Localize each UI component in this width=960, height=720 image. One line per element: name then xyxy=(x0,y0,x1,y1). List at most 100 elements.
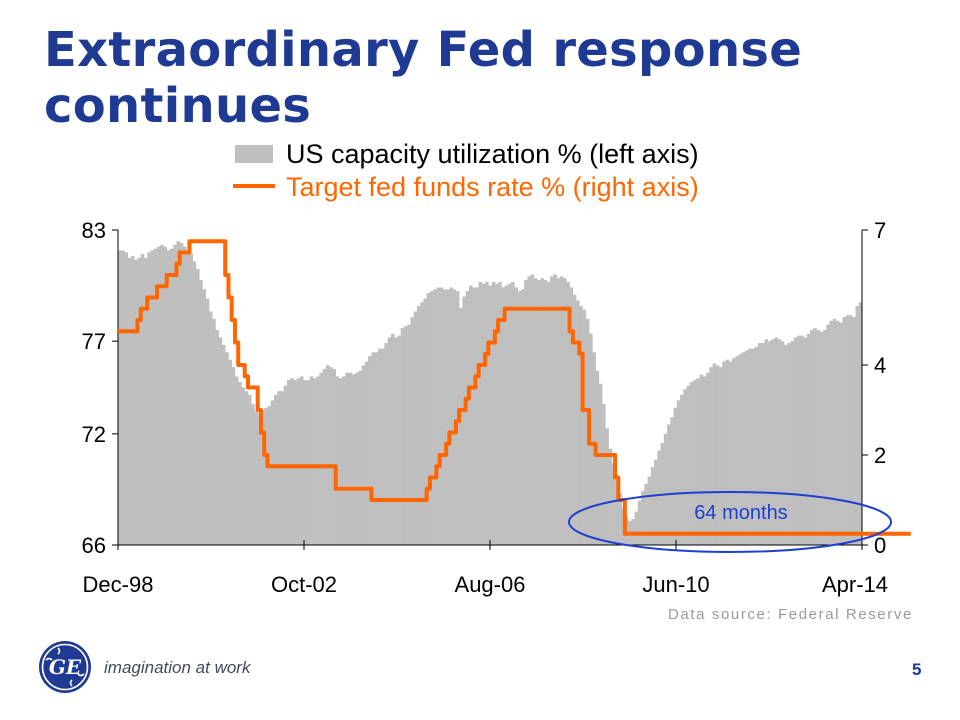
capacity-bar xyxy=(309,376,314,545)
capacity-bar xyxy=(296,378,301,545)
capacity-bar xyxy=(244,391,249,545)
capacity-bar xyxy=(494,283,499,545)
ge-monogram-logo-icon: GE xyxy=(39,641,91,693)
capacity-bar xyxy=(147,252,151,546)
capacity-bar xyxy=(819,331,824,545)
legend: US capacity utilization % (left axis)Tar… xyxy=(233,139,699,202)
capacity-bar xyxy=(826,324,830,545)
capacity-bar xyxy=(803,337,808,545)
x-axis-tick-label: Apr-14 xyxy=(822,572,888,597)
capacity-bar xyxy=(176,241,181,545)
capacity-bar xyxy=(787,343,791,545)
capacity-bar xyxy=(316,376,320,545)
capacity-bar xyxy=(254,411,258,545)
capacity-bar xyxy=(686,385,691,545)
capacity-bar xyxy=(212,318,216,545)
capacity-bar xyxy=(771,339,775,545)
page-number: 5 xyxy=(912,660,922,679)
capacity-bar xyxy=(810,330,814,545)
capacity-bar xyxy=(205,298,210,545)
capacity-bar xyxy=(657,450,661,545)
capacity-bar xyxy=(501,287,505,545)
capacity-bar xyxy=(644,483,648,545)
capacity-bar xyxy=(355,372,359,545)
capacity-bar xyxy=(377,348,382,545)
capacity-bar xyxy=(166,250,171,545)
capacity-bar xyxy=(351,374,356,545)
capacity-bar xyxy=(761,343,765,545)
capacity-bar xyxy=(449,287,453,545)
capacity-bar xyxy=(553,274,557,545)
capacity-bar xyxy=(131,255,135,545)
capacity-bar xyxy=(387,337,392,545)
capacity-bar xyxy=(137,257,142,545)
capacity-bar xyxy=(358,370,362,545)
capacity-bar xyxy=(446,289,450,545)
capacity-bar xyxy=(293,380,297,545)
capacity-bar xyxy=(602,404,606,545)
capacity-bar xyxy=(436,287,440,545)
capacity-bar xyxy=(689,381,694,545)
capacity-bar xyxy=(173,244,177,545)
capacity-bar xyxy=(273,394,278,545)
capacity-bar xyxy=(118,250,122,545)
svg-text:GE: GE xyxy=(49,655,82,679)
capacity-bar xyxy=(468,285,473,545)
capacity-bar xyxy=(228,359,233,545)
left-axis-tick-label: 66 xyxy=(82,533,106,558)
capacity-bar xyxy=(543,280,548,545)
capacity-bar xyxy=(566,281,570,545)
capacity-bar xyxy=(416,305,421,545)
capacity-bar xyxy=(325,365,330,545)
capacity-bar xyxy=(472,287,476,545)
capacity-bar xyxy=(832,318,837,545)
capacity-bar xyxy=(780,341,785,545)
capacity-bar xyxy=(845,315,850,545)
capacity-bar xyxy=(218,337,223,545)
capacity-bar xyxy=(234,376,239,545)
capacity-bar xyxy=(797,335,801,545)
right-axis-tick-label: 7 xyxy=(874,218,886,243)
capacity-bar xyxy=(241,387,246,545)
capacity-bar xyxy=(823,330,827,545)
capacity-bar xyxy=(420,302,424,545)
capacity-bar xyxy=(527,276,531,545)
capacity-bar xyxy=(374,352,379,545)
capacity-bar xyxy=(650,467,655,545)
capacity-bar xyxy=(758,343,762,545)
capacity-bar xyxy=(169,248,174,545)
capacity-bar xyxy=(215,330,220,545)
left-axis-tick-label: 83 xyxy=(82,218,106,243)
capacity-bar xyxy=(478,281,483,545)
capacity-bar xyxy=(322,368,327,545)
capacity-bar xyxy=(816,330,821,545)
legend-bar-swatch xyxy=(235,145,273,163)
capacity-bar xyxy=(429,291,434,545)
capacity-bar xyxy=(537,280,541,545)
capacity-bar xyxy=(238,381,242,545)
capacity-bar xyxy=(498,281,502,545)
capacity-bar xyxy=(517,291,522,545)
capacity-bar xyxy=(153,248,158,545)
capacity-bar xyxy=(348,372,353,545)
capacity-bar xyxy=(605,428,609,545)
capacity-bar xyxy=(732,357,736,545)
capacity-bar xyxy=(368,356,372,545)
x-axis-tick-label: Aug-06 xyxy=(455,572,526,597)
capacity-bar xyxy=(251,404,255,545)
slide-title: Extraordinary Fed response continues xyxy=(44,22,803,134)
capacity-bar xyxy=(520,289,525,545)
capacity-bar xyxy=(150,250,155,545)
x-axis-tick-label: Dec-98 xyxy=(83,572,154,597)
capacity-bar xyxy=(384,343,388,545)
capacity-bar xyxy=(836,320,840,545)
capacity-bar xyxy=(303,380,307,545)
capacity-bar xyxy=(595,370,600,545)
capacity-bar xyxy=(186,250,190,545)
capacity-bar xyxy=(189,254,194,545)
x-axis-tick-label: Jun-10 xyxy=(642,572,709,597)
capacity-bar xyxy=(504,285,509,545)
capacity-bar xyxy=(332,368,336,545)
x-axis-tick-label: Oct-02 xyxy=(271,572,337,597)
